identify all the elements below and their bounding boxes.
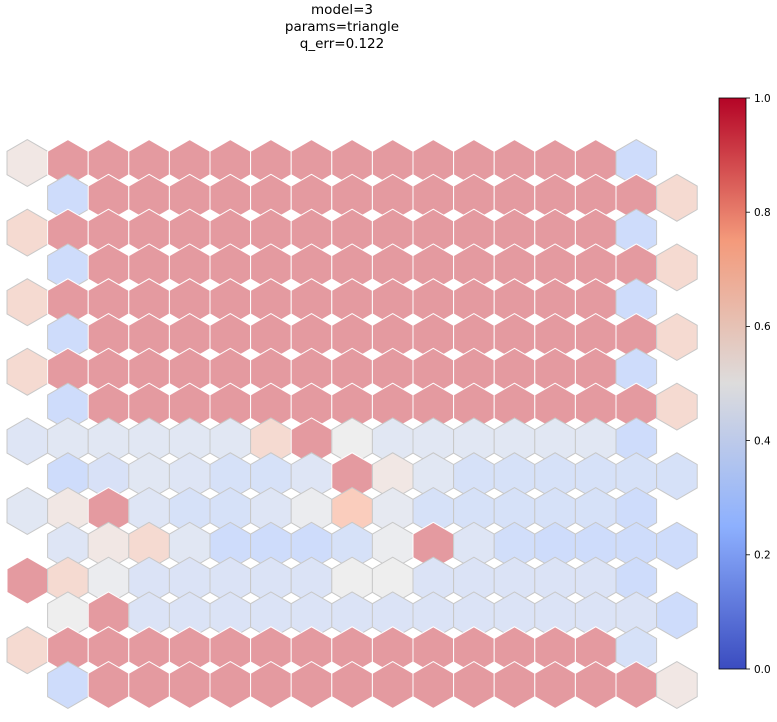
colorbar-tick-label: 0.4 (754, 435, 771, 447)
colorbar-tick-label: 1.0 (754, 93, 771, 105)
hex-cell (615, 208, 658, 257)
title-line-qerr: q_err=0.122 (299, 36, 385, 52)
hex-cell (87, 660, 130, 710)
hex-cell (656, 660, 698, 710)
hex-cell (615, 626, 658, 675)
colorbar-tick-label: 0.8 (754, 207, 771, 219)
hex-cell (6, 417, 49, 466)
hex-cell (656, 173, 698, 222)
hex-cell (331, 660, 373, 710)
colorbar-gradient (718, 97, 747, 670)
hex-cell (615, 660, 658, 710)
hex-cell (6, 347, 49, 396)
hex-cell (412, 660, 455, 710)
colorbar-tick-label: 0.2 (754, 550, 771, 562)
hex-cell (656, 452, 698, 501)
hex-cell (6, 486, 49, 536)
title-line-params: params=triangle (284, 19, 400, 35)
title-line-model: model=3 (311, 2, 373, 18)
hex-cell (656, 521, 698, 570)
hex-cell (493, 660, 536, 710)
colorbar-tick-label: 0.6 (754, 321, 771, 333)
hex-heatmap (6, 138, 698, 710)
hex-cell (250, 660, 292, 710)
hex-cell (574, 660, 617, 710)
hex-cell (290, 660, 333, 710)
hex-cell (615, 347, 658, 396)
hex-cell (615, 417, 658, 466)
colorbar-ticks: 0.0 0.2 0.4 0.6 0.8 1.0 (746, 93, 771, 676)
hex-cell (656, 243, 698, 292)
hex-cell (6, 278, 49, 327)
hex-cell (615, 556, 658, 605)
hex-cell (371, 660, 414, 710)
hex-cell (615, 138, 658, 188)
hex-cell (453, 660, 495, 710)
hex-cell (615, 278, 658, 327)
hex-cell (656, 382, 698, 431)
hex-cell (6, 138, 49, 188)
hex-cell (209, 660, 252, 710)
hex-cell (656, 591, 698, 640)
hex-cell (47, 660, 89, 710)
hex-cell (168, 660, 211, 710)
hex-cell (6, 208, 49, 257)
colorbar-tick-label: 0.0 (754, 664, 771, 676)
hex-cell (656, 312, 698, 362)
hex-cell (6, 556, 49, 605)
hex-cell (615, 486, 658, 536)
hex-cell (128, 660, 170, 710)
hex-cell (6, 626, 49, 675)
hex-cell (534, 660, 576, 710)
chart-title: model=3 params=triangle q_err=0.122 (252, 2, 432, 53)
